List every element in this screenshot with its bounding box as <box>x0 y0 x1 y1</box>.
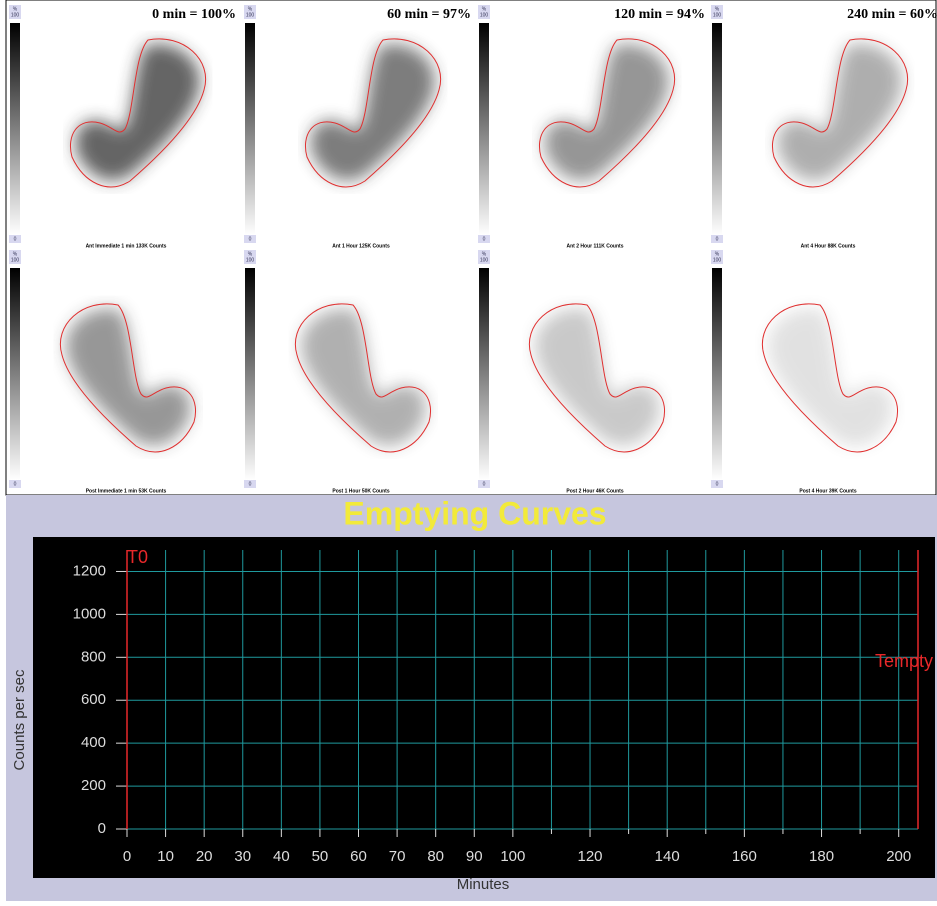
panel-caption: Ant 4 Hour 88K Counts <box>801 243 856 249</box>
x-tick-label: 20 <box>196 848 213 865</box>
x-tick-label: 90 <box>466 848 483 865</box>
page: %1000Ant Immediate 1 min 133K Counts0 mi… <box>0 0 937 901</box>
marker-label: Tempty <box>875 651 933 671</box>
scale-min: 0 <box>716 481 719 487</box>
y-tick-label: 200 <box>81 777 106 794</box>
scale-bar <box>712 23 722 235</box>
panel-caption: Ant 1 Hour 125K Counts <box>332 243 390 249</box>
scale-max: 100 <box>246 12 255 18</box>
scale-min: 0 <box>716 236 719 242</box>
panel-caption: Ant 2 Hour 111K Counts <box>567 243 624 249</box>
scale-max: 100 <box>11 12 20 18</box>
x-tick-label: 160 <box>732 848 757 865</box>
chart-title: Emptying Curves <box>343 495 606 531</box>
scale-bar <box>10 23 20 235</box>
x-tick-label: 70 <box>389 848 406 865</box>
scale-max: 100 <box>713 12 722 18</box>
scale-bar <box>10 268 20 480</box>
x-tick-label: 30 <box>234 848 251 865</box>
scale-max: 100 <box>11 257 20 263</box>
y-axis-label: Counts per sec <box>11 669 28 770</box>
scale-max: 100 <box>480 257 489 263</box>
scale-min: 0 <box>14 481 17 487</box>
x-tick-label: 120 <box>578 848 603 865</box>
panel-caption: Post Immediate 1 min 53K Counts <box>86 488 167 494</box>
panel-caption: Ant Immediate 1 min 133K Counts <box>86 243 167 249</box>
panel-title: 0 min = 100% <box>152 7 236 22</box>
y-tick-label: 1000 <box>73 605 106 622</box>
x-tick-label: 200 <box>886 848 911 865</box>
scale-max: 100 <box>480 12 489 18</box>
x-tick-label: 140 <box>655 848 680 865</box>
scale-bar <box>479 23 489 235</box>
y-tick-label: 800 <box>81 648 106 665</box>
panel-title: 120 min = 94% <box>614 7 705 22</box>
y-tick-label: 400 <box>81 734 106 751</box>
x-tick-label: 80 <box>427 848 444 865</box>
scale-min: 0 <box>14 236 17 242</box>
x-tick-label: 40 <box>273 848 290 865</box>
plot-background <box>33 537 935 878</box>
scale-max: 100 <box>713 257 722 263</box>
panel-caption: Post 2 Hour 46K Counts <box>566 488 623 494</box>
scale-max: 100 <box>246 257 255 263</box>
x-tick-label: 0 <box>123 848 131 865</box>
y-tick-label: 0 <box>98 820 106 837</box>
scale-bar <box>245 23 255 235</box>
scale-min: 0 <box>249 236 252 242</box>
y-tick-label: 600 <box>81 691 106 708</box>
x-tick-label: 10 <box>157 848 174 865</box>
x-tick-label: 180 <box>809 848 834 865</box>
scale-min: 0 <box>249 481 252 487</box>
panel-title: 60 min = 97% <box>387 7 471 22</box>
scale-min: 0 <box>483 236 486 242</box>
y-tick-label: 1200 <box>73 562 106 579</box>
scale-bar <box>245 268 255 480</box>
x-tick-label: 60 <box>350 848 367 865</box>
x-tick-label: 100 <box>500 848 525 865</box>
marker-label: T0 <box>127 547 148 567</box>
scale-min: 0 <box>483 481 486 487</box>
x-tick-label: 50 <box>312 848 329 865</box>
x-axis-label: Minutes <box>457 876 510 893</box>
panel-title: 240 min = 60% <box>847 7 937 22</box>
panel-caption: Post 4 Hour 39K Counts <box>799 488 856 494</box>
scale-bar <box>479 268 489 480</box>
panel-caption: Post 1 Hour 50K Counts <box>332 488 389 494</box>
scale-bar <box>712 268 722 480</box>
